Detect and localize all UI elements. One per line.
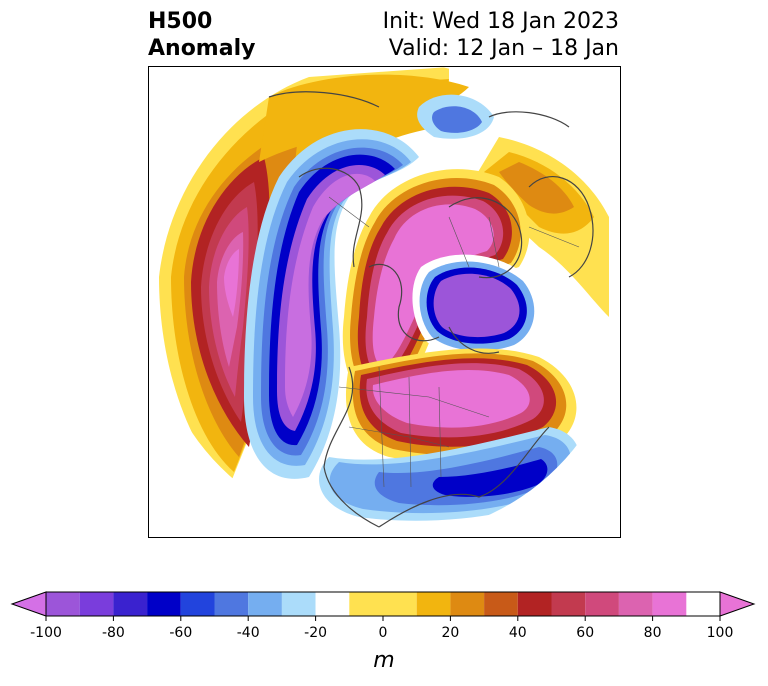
colorbar-cell <box>349 592 417 616</box>
colorbar-cell <box>484 592 518 616</box>
init-time: Init: Wed 18 Jan 2023 <box>382 9 619 34</box>
colorbar-tick-label: -80 <box>102 625 125 640</box>
colorbar-cell <box>147 592 181 616</box>
colorbar-label: m <box>373 648 395 673</box>
map-title: H500 Anomaly <box>148 8 255 62</box>
colorbar-under-extension <box>10 591 47 617</box>
colorbar-tick-label: 0 <box>379 625 388 640</box>
colorbar-cell <box>46 592 80 616</box>
colorbar-cell <box>618 592 653 616</box>
colorbar-cell <box>315 592 350 616</box>
colorbar-tick-label: -40 <box>237 625 260 640</box>
valid-period: Valid: 12 Jan – 18 Jan <box>388 36 619 61</box>
colorbar-tick-label: 100 <box>707 625 734 640</box>
colorbar-tick-label: 80 <box>644 625 662 640</box>
title-line-2: Anomaly <box>148 36 256 61</box>
colorbar-tick-label: -100 <box>30 625 62 640</box>
colorbar-cell <box>416 592 451 616</box>
colorbar-tick-label: -20 <box>304 625 327 640</box>
colorbar-cell <box>281 592 316 616</box>
colorbar-cell <box>180 592 215 616</box>
colorbar-tick-label: -60 <box>169 625 192 640</box>
title-line-1: H500 <box>148 9 213 34</box>
coastlines <box>268 91 594 528</box>
colorbar-cell <box>585 592 619 616</box>
colorbar: -100 -80 -60 -40 -20 0 20 40 60 80 100 <box>10 591 756 640</box>
colorbar-cell <box>214 592 249 616</box>
anomaly-contours <box>151 67 620 537</box>
colorbar-cell <box>248 592 282 616</box>
colorbar-over-extension <box>719 591 756 617</box>
colorbar-cell <box>652 592 687 616</box>
colorbar-cell <box>450 592 485 616</box>
map-panel <box>148 66 621 538</box>
colorbar-cell <box>551 592 586 616</box>
colorbar-cell <box>79 592 114 616</box>
borders <box>328 196 580 488</box>
anomaly-map <box>151 67 620 537</box>
map-subtitle: Init: Wed 18 Jan 2023 Valid: 12 Jan – 18… <box>383 8 619 62</box>
colorbar-tick-label: 60 <box>576 625 594 640</box>
colorbar-cell <box>517 592 552 616</box>
colorbar-cell <box>113 592 148 616</box>
colorbar-tick-label: 20 <box>441 625 459 640</box>
colorbar-tick-label: 40 <box>509 625 527 640</box>
